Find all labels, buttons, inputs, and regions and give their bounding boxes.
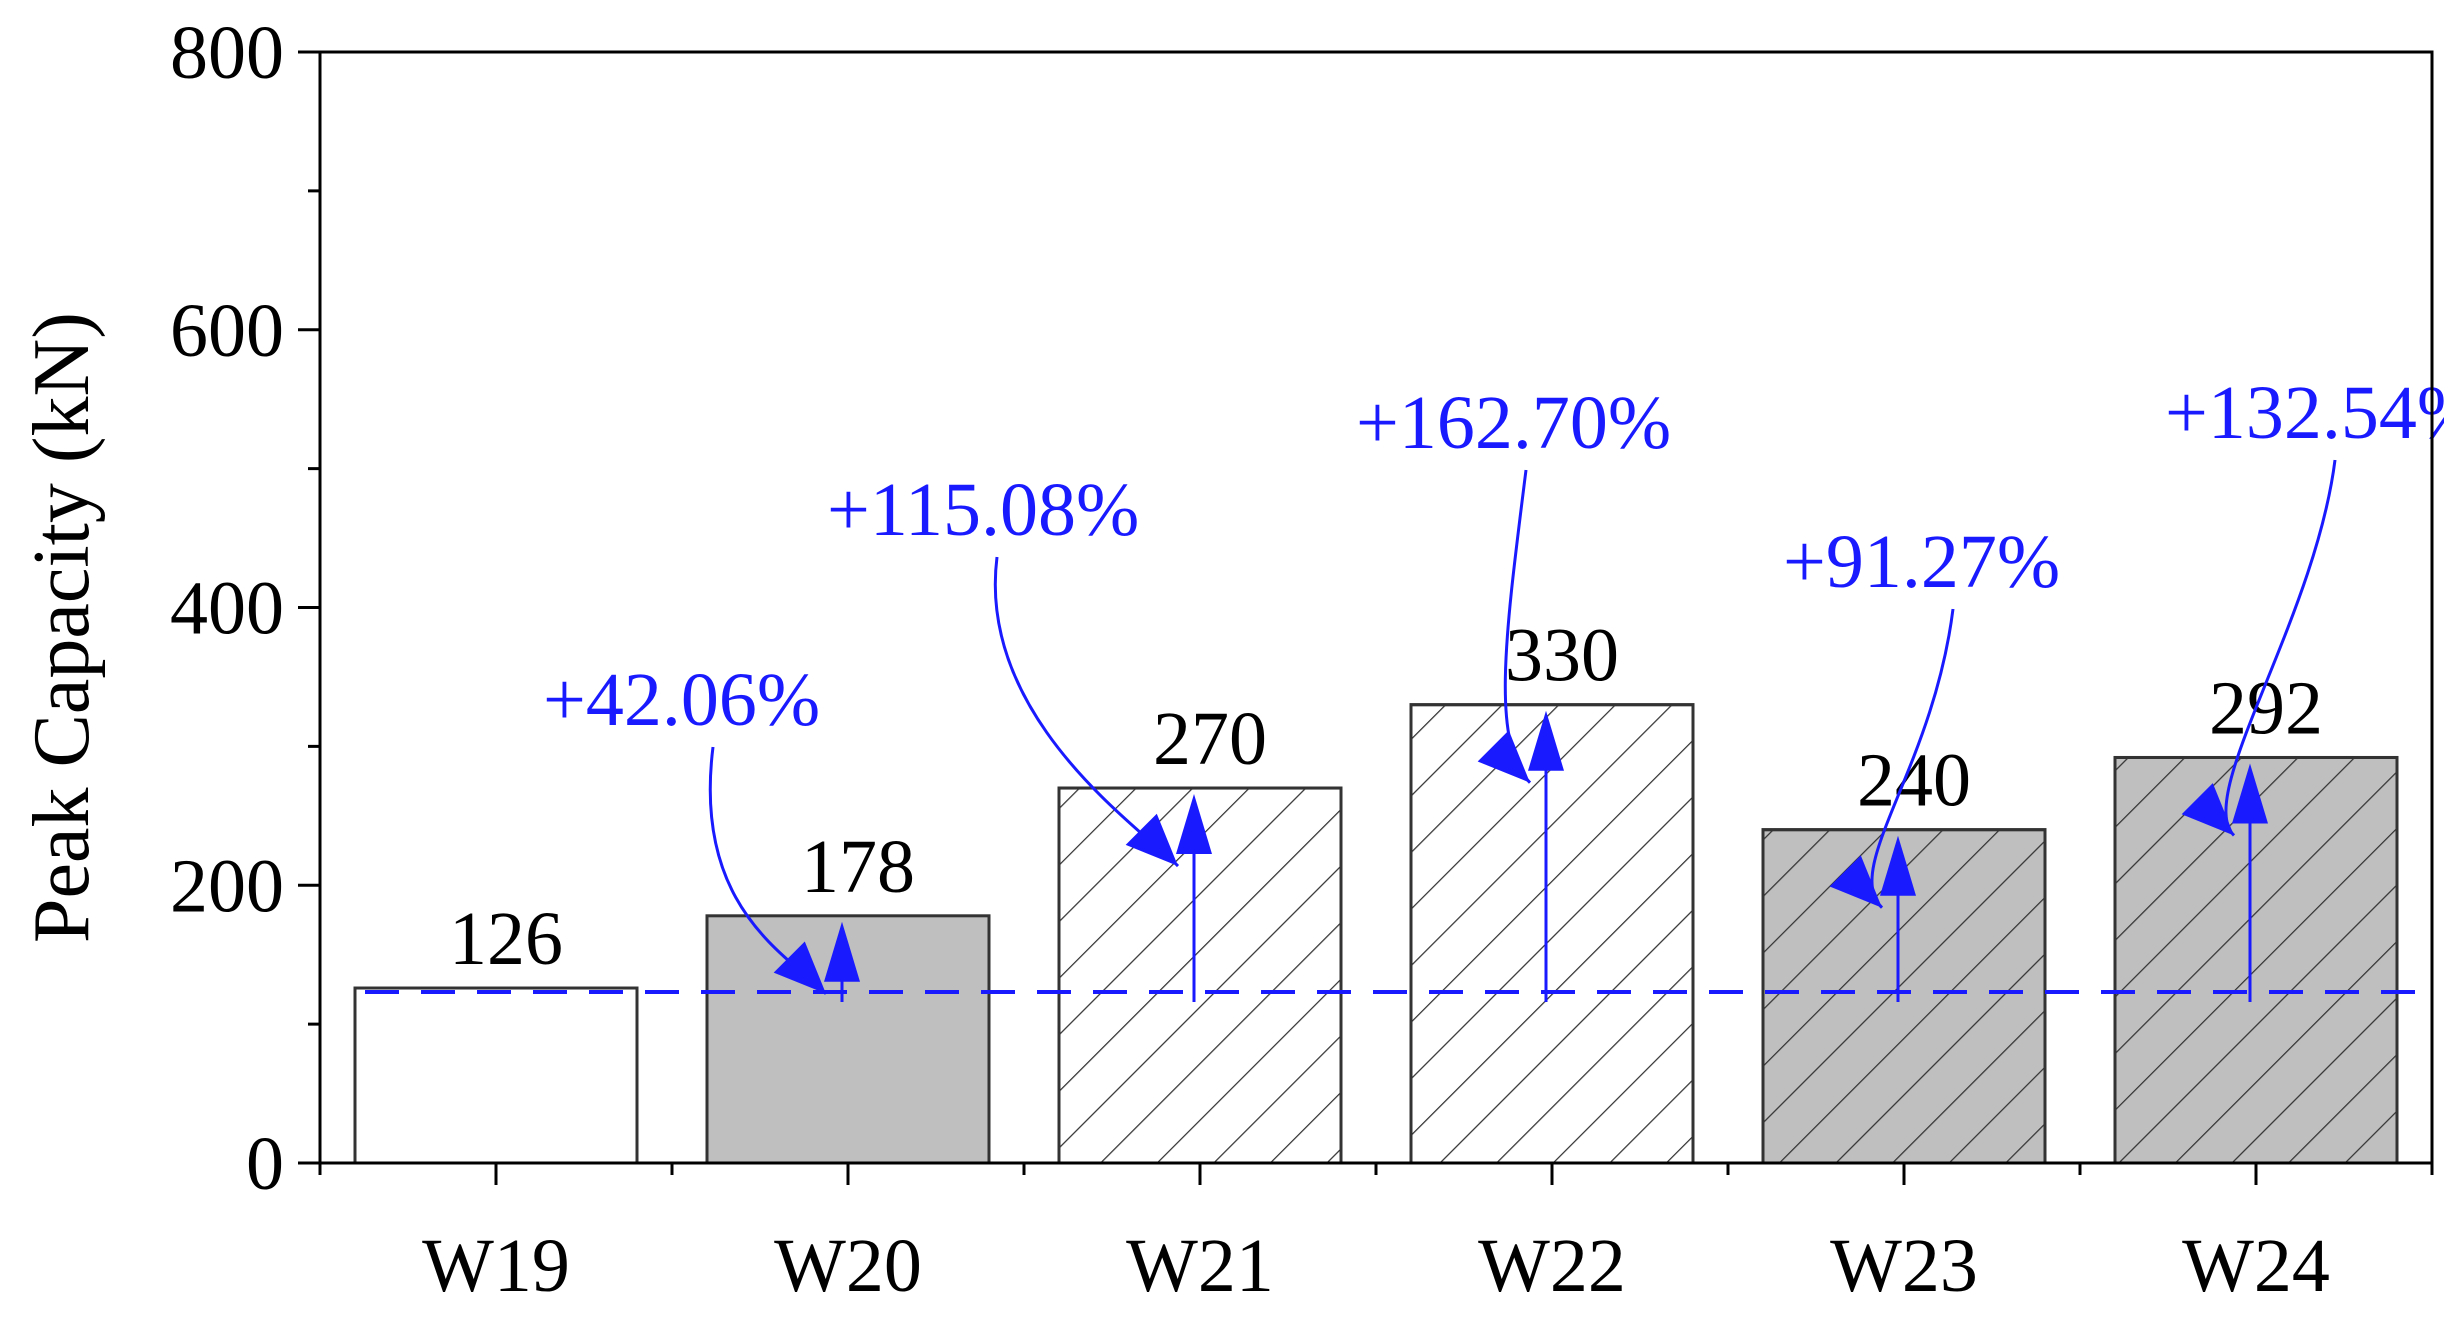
x-tick-label: W23 bbox=[1830, 1224, 1978, 1308]
x-axis-ticks: W19 W20 W21 W22 W23 W24 bbox=[318, 1163, 2434, 1308]
data-label: 240 bbox=[1857, 739, 1971, 823]
x-tick-label: W21 bbox=[1126, 1224, 1274, 1308]
y-tick-label: 200 bbox=[170, 844, 284, 928]
x-tick-label: W24 bbox=[2182, 1224, 2330, 1308]
pointer-arrow-head bbox=[1477, 730, 1530, 783]
plot-frame bbox=[318, 50, 2434, 1165]
data-label: 270 bbox=[1153, 697, 1267, 781]
annotation-label: +162.70% bbox=[1356, 381, 1671, 465]
annotation-label: +132.54% bbox=[2165, 371, 2444, 455]
x-tick-label: W22 bbox=[1478, 1224, 1626, 1308]
x-tick-label: W19 bbox=[422, 1224, 570, 1308]
pointer-arrow-head bbox=[2181, 783, 2234, 836]
y-tick-label: 400 bbox=[170, 567, 284, 651]
y-tick-label: 800 bbox=[170, 11, 284, 95]
increase-arrow-head bbox=[824, 921, 860, 982]
y-axis-ticks: 0 200 400 600 800 bbox=[170, 11, 320, 1206]
increase-arrow-head bbox=[1880, 835, 1916, 896]
pointer-arrow-head bbox=[1829, 855, 1882, 908]
increase-arrow-head bbox=[2232, 763, 2268, 824]
bar-W19 bbox=[353, 986, 639, 1165]
bar-hatch-W24 bbox=[2113, 755, 2399, 1165]
data-label: 126 bbox=[449, 897, 563, 981]
bar-hatch-W22 bbox=[1409, 703, 1695, 1165]
y-tick-label: 0 bbox=[246, 1122, 284, 1206]
increase-arrow-head bbox=[1528, 710, 1564, 771]
data-label: 178 bbox=[801, 825, 915, 909]
annotation-label: +115.08% bbox=[827, 468, 1139, 552]
y-axis-title-group: Peak Capacity (kN) bbox=[18, 312, 106, 943]
annotations: +42.06% +115.08% +162.70% +91.27% +132.54% bbox=[543, 371, 2444, 1003]
data-label: 330 bbox=[1505, 614, 1619, 698]
x-tick-label: W20 bbox=[774, 1224, 922, 1308]
y-tick-label: 600 bbox=[170, 289, 284, 373]
increase-arrow-head bbox=[1176, 794, 1212, 855]
pointer-curve bbox=[2224, 459, 2337, 837]
annotation-label: +42.06% bbox=[543, 658, 820, 742]
pointer-arrow-head bbox=[773, 941, 826, 994]
pointer-arrow-head bbox=[1125, 813, 1178, 867]
y-axis-title: Peak Capacity (kN) bbox=[18, 312, 106, 943]
annotation-label: +91.27% bbox=[1783, 520, 2060, 604]
